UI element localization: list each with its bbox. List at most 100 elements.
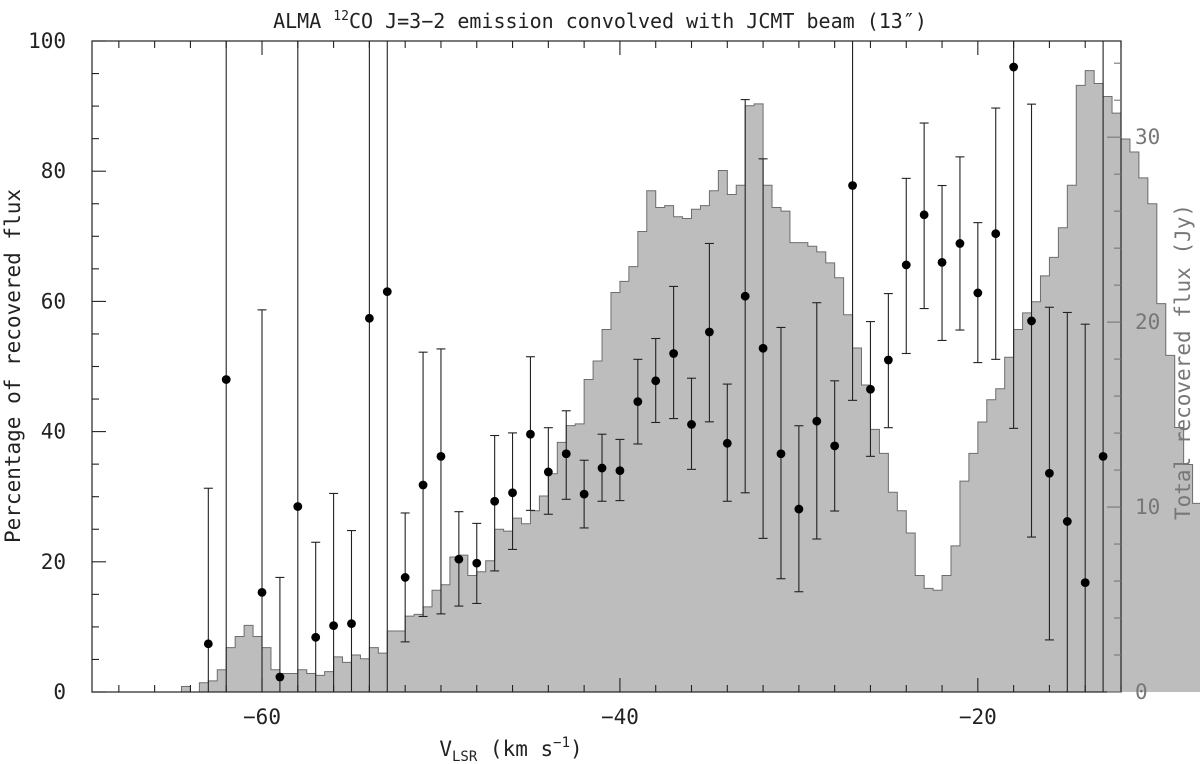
histogram-outline — [154, 70, 1200, 693]
x-axis-label: VLSR (km s−1) — [439, 735, 582, 764]
histogram-bar — [494, 529, 504, 692]
histogram-bar — [789, 242, 800, 692]
data-point — [579, 489, 589, 499]
histogram-bar — [843, 314, 853, 692]
data-point — [866, 384, 875, 394]
y2-tick-label: 30 — [1135, 125, 1160, 149]
histogram-bar — [1183, 464, 1193, 692]
histogram-bar — [1067, 185, 1077, 692]
data-point — [1098, 451, 1108, 461]
histogram-bar — [655, 207, 666, 693]
histogram-bar — [879, 453, 889, 692]
percentage-points — [203, 62, 1108, 682]
data-point — [615, 466, 625, 476]
histogram-bar — [369, 647, 379, 692]
data-point — [454, 554, 464, 564]
data-point — [561, 449, 571, 459]
histogram-bar — [244, 625, 254, 692]
histogram-bar — [1058, 227, 1068, 693]
histogram-bar — [270, 669, 281, 692]
histogram-bar — [557, 442, 567, 692]
histogram-bar — [897, 510, 907, 692]
data-point — [1080, 578, 1090, 588]
y2-tick-label: 20 — [1135, 310, 1160, 334]
histogram-bar — [1040, 275, 1050, 692]
title-superscript: 12 — [333, 9, 349, 24]
histogram-bar — [584, 379, 594, 692]
histogram-bar — [378, 653, 388, 692]
y2-tick-label: 0 — [1135, 680, 1148, 704]
histogram-bar — [861, 384, 871, 692]
data-point — [1009, 62, 1019, 72]
histogram-bar — [1192, 503, 1200, 692]
histogram-bar — [566, 425, 576, 692]
histogram-bar — [718, 170, 728, 693]
histogram-bar — [1076, 85, 1086, 693]
histogram-bar — [825, 262, 836, 692]
histogram-bar — [602, 329, 612, 692]
histogram-bar — [414, 614, 424, 692]
histogram-bar — [235, 636, 245, 692]
x-label-mid: (km s — [477, 737, 553, 761]
y-tick-label: 60 — [41, 289, 66, 313]
histogram-bar — [986, 399, 997, 692]
y-tick-label: 0 — [53, 680, 66, 704]
histogram-bar — [288, 673, 299, 692]
data-point — [848, 181, 857, 190]
histogram-bar — [1165, 355, 1176, 692]
histogram-bar — [593, 360, 603, 692]
histogram-bar — [432, 590, 442, 692]
data-point — [490, 496, 500, 506]
data-point — [722, 438, 732, 448]
data-point — [758, 343, 768, 353]
data-point — [830, 441, 840, 451]
histogram-bar — [1085, 70, 1095, 692]
histogram-bar — [646, 190, 657, 693]
histogram-bar — [870, 429, 880, 692]
x-label-superscript: −1 — [553, 735, 570, 751]
histogram-bar — [745, 105, 755, 693]
data-point — [543, 467, 553, 477]
data-point — [293, 502, 303, 511]
data-point — [937, 257, 947, 267]
histogram-bar — [324, 671, 334, 692]
data-point — [203, 639, 213, 649]
data-point — [1027, 316, 1036, 326]
histogram-bar — [709, 190, 719, 693]
chart-title: ALMA 12CO J=3−2 emission convolved with … — [273, 9, 927, 33]
histogram-bar — [807, 246, 818, 692]
x-tick-label: −60 — [243, 705, 281, 729]
histogram-bar — [995, 388, 1006, 692]
data-point — [257, 587, 267, 597]
histogram-bar — [610, 292, 621, 692]
data-point — [705, 327, 714, 337]
histogram-bar — [548, 473, 558, 692]
y-tick-label: 80 — [41, 159, 66, 183]
x-label-base: V — [439, 737, 452, 761]
histogram-bar — [1049, 257, 1059, 692]
histogram-bar — [208, 680, 218, 692]
histogram-bar — [297, 669, 308, 692]
histogram-bar — [888, 492, 898, 692]
y2-axis-label: Total recovered flux (Jy) — [1171, 204, 1195, 520]
data-point — [508, 488, 517, 498]
title-suffix: CO J=3−2 emission convolved with JCMT be… — [349, 9, 927, 33]
histogram-bar — [1112, 113, 1122, 693]
x-label-subscript: LSR — [452, 749, 478, 764]
histogram-bar — [476, 571, 487, 692]
histogram-bar — [780, 211, 791, 693]
histogram-bar — [763, 185, 773, 692]
histogram-bar — [181, 686, 191, 692]
histogram-bar — [449, 556, 460, 692]
data-point — [651, 376, 661, 386]
data-point — [311, 632, 321, 642]
histogram-bar — [798, 242, 809, 692]
data-point — [526, 429, 535, 439]
histogram-bar — [217, 669, 227, 692]
x-label-end: ) — [570, 737, 583, 761]
data-point — [597, 463, 607, 473]
data-point — [400, 573, 410, 582]
x-tick-label: −20 — [959, 705, 997, 729]
histogram-bar — [503, 531, 513, 692]
